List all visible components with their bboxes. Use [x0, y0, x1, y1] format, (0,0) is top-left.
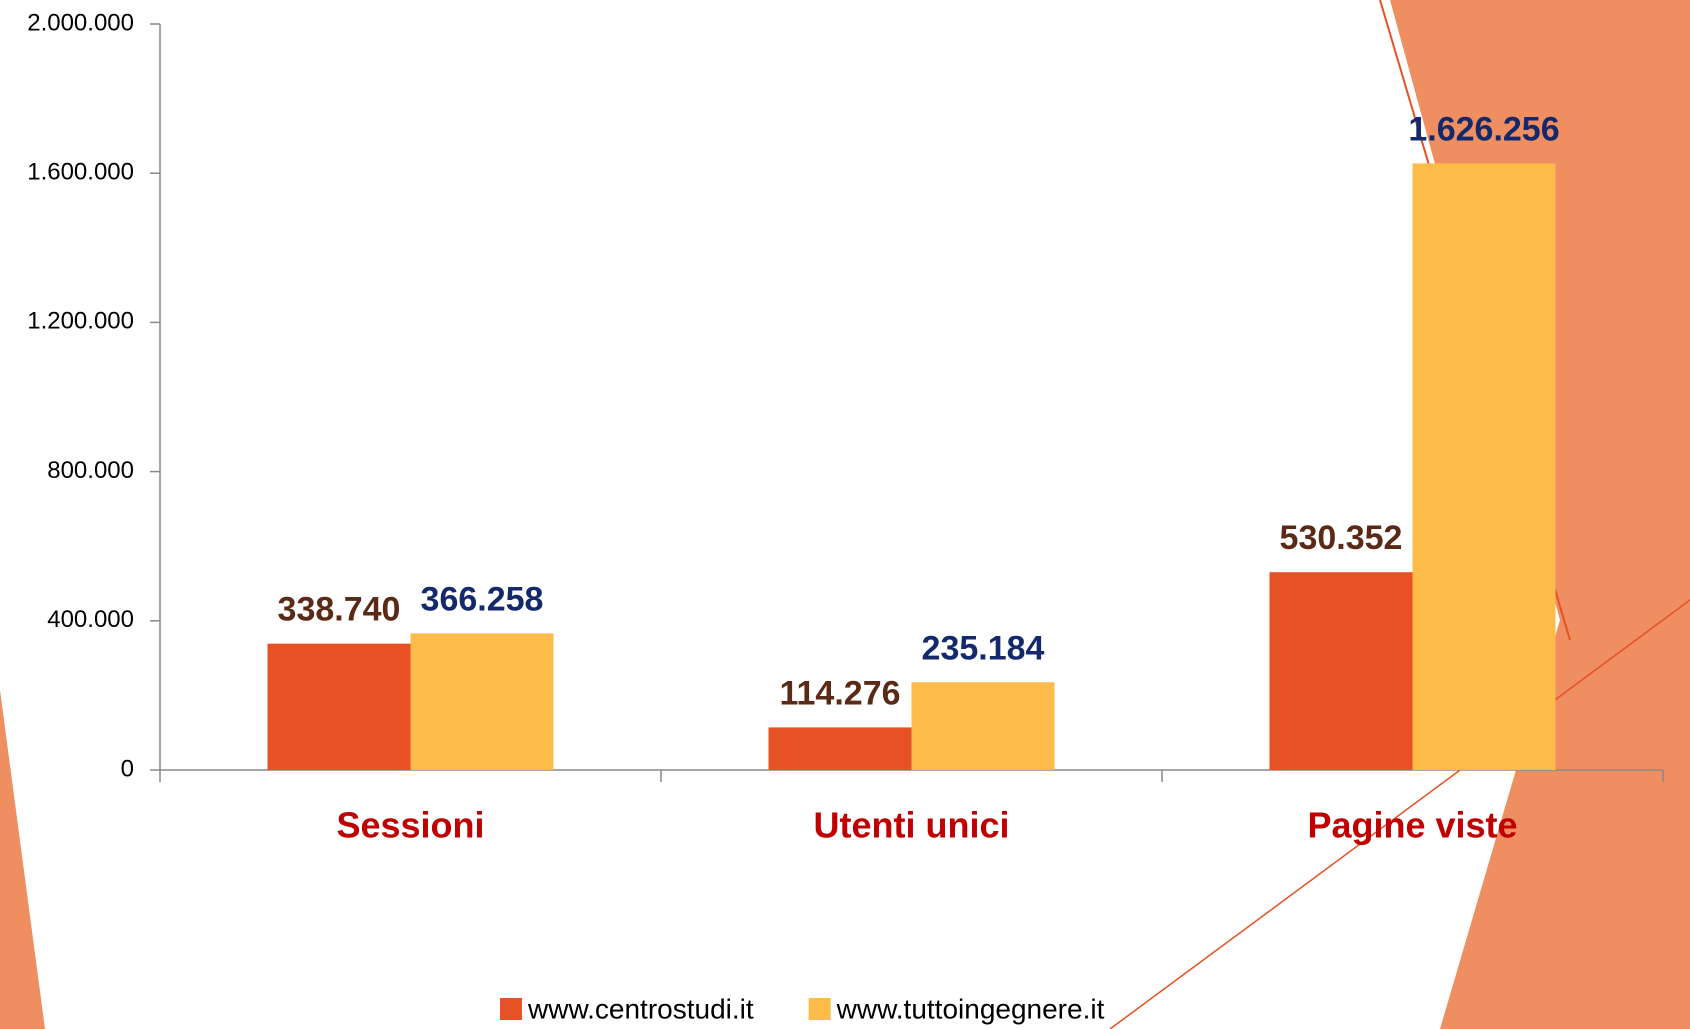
y-tick-label: 1.200.000 [27, 308, 134, 335]
value-label: 235.184 [922, 629, 1045, 667]
chart: 0 400.000 800.000 1.200.000 1.600.000 2.000.0… [0, 0, 1690, 1029]
bar [268, 644, 411, 770]
value-label: 338.740 [278, 591, 401, 629]
bar [769, 727, 912, 770]
value-label: 366.258 [421, 580, 544, 618]
y-tick-label: 800.000 [47, 457, 134, 484]
category-label: Utenti unici [814, 805, 1010, 846]
value-label: 114.276 [779, 674, 900, 712]
y-tick-label: 400.000 [47, 606, 134, 633]
category-label: Sessioni [336, 805, 484, 846]
legend-swatch [500, 998, 522, 1020]
value-label: 1.626.256 [1408, 110, 1559, 148]
legend-label: www.centrostudi.it [527, 993, 754, 1024]
y-tick-label: 2.000.000 [27, 9, 134, 36]
bar [1413, 163, 1556, 770]
bar [411, 633, 554, 770]
legend-label: www.tuttoingegnere.it [836, 993, 1105, 1024]
bar [912, 682, 1055, 770]
category-label: Pagine viste [1307, 805, 1517, 846]
y-tick-label: 1.600.000 [27, 159, 134, 186]
y-tick-label: 0 [121, 755, 134, 782]
value-label: 530.352 [1280, 519, 1403, 557]
bar [1270, 572, 1413, 770]
legend-swatch [809, 998, 831, 1020]
